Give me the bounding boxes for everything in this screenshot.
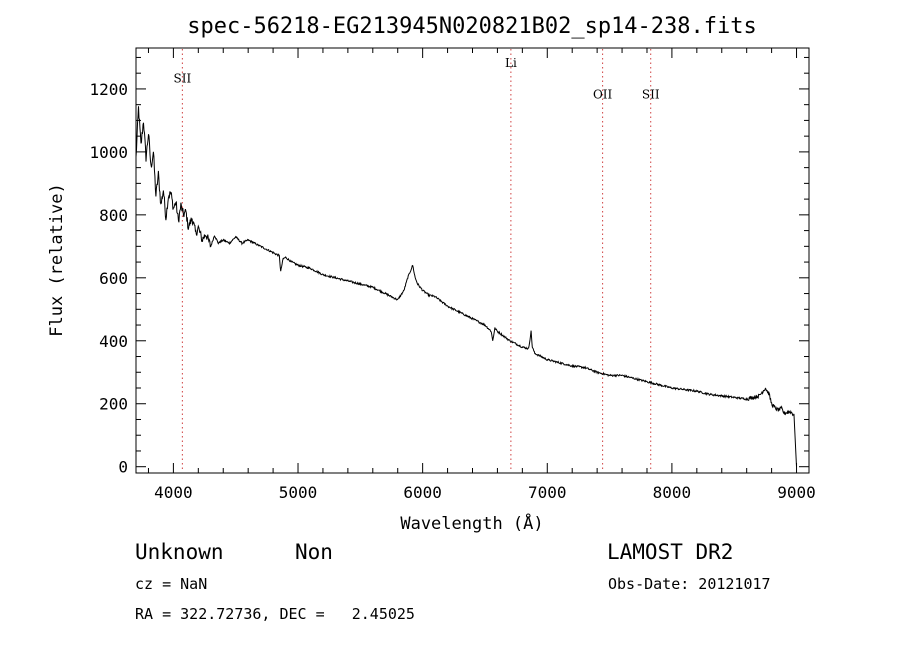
line-marker-label: SII [174, 72, 192, 86]
spectrum-series [135, 106, 797, 467]
axis-ticks: 4000 5000 6000 7000 8000 9000 0 200 400 600 800 100… [89, 48, 816, 502]
x-tick-label: 5000 [279, 483, 318, 502]
y-tick-label: 800 [99, 206, 128, 225]
survey-name: LAMOST DR2 [607, 540, 734, 564]
x-axis-label: Wavelength (Å) [400, 512, 543, 534]
object-class: Unknown [135, 540, 224, 564]
chart-title: spec-56218-EG213945N020821B02_sp14-238.f… [187, 14, 757, 39]
y-tick-label: 600 [99, 269, 128, 288]
line-marker-label: SII [642, 87, 660, 101]
x-tick-label: 9000 [777, 483, 816, 502]
y-tick-label: 200 [99, 395, 128, 414]
object-subclass: Non [295, 540, 333, 564]
x-tick-label: 7000 [528, 483, 567, 502]
x-tick-label: 8000 [653, 483, 692, 502]
obs-date: Obs-Date: 20121017 [608, 575, 771, 593]
y-axis-label: Flux (relative) [47, 183, 67, 337]
spectrum-line [135, 106, 797, 467]
x-tick-label: 6000 [403, 483, 442, 502]
redshift-value: cz = NaN [135, 575, 208, 593]
y-tick-label: 400 [99, 332, 128, 351]
spectral-line-markers: SII Li OII SII [174, 49, 660, 472]
line-marker-label: OII [593, 87, 613, 101]
line-marker-label: Li [505, 56, 517, 70]
x-tick-label: 4000 [154, 483, 193, 502]
coordinates: RA = 322.72736, DEC = 2.45025 [135, 605, 415, 623]
y-tick-label: 1000 [89, 143, 128, 162]
y-tick-label: 0 [118, 458, 128, 477]
y-tick-label: 1200 [89, 80, 128, 99]
plot-frame [135, 47, 810, 474]
